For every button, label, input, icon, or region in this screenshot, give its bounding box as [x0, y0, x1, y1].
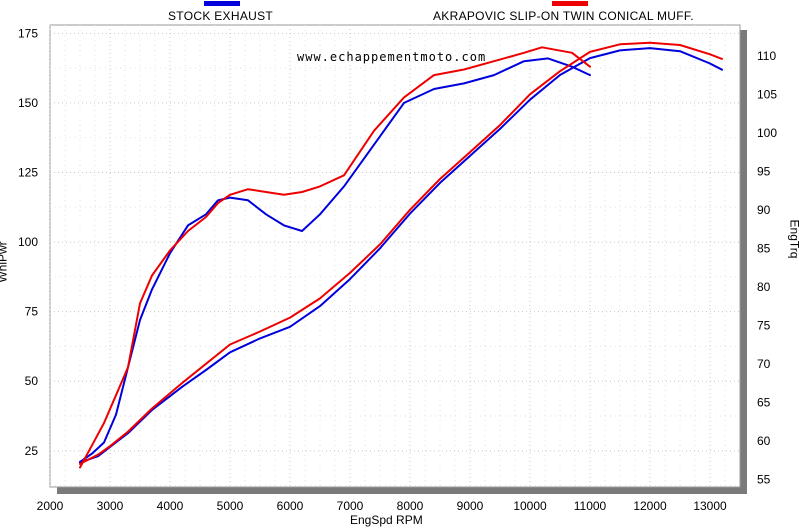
- x-tick-label: 5000: [217, 499, 244, 513]
- y-right-tick-label: 95: [757, 164, 771, 178]
- y-right-tick-label: 65: [757, 395, 771, 409]
- legend-label-stock: STOCK EXHAUST: [168, 9, 274, 23]
- y-right-tick-label: 75: [757, 318, 771, 332]
- series-line-stock-power: [79, 57, 591, 463]
- watermark: www.echappementmoto.com: [297, 50, 487, 64]
- x-tick-label: 13000: [693, 499, 727, 513]
- x-axis-title: EngSpd RPM: [350, 513, 423, 527]
- x-tick-label: 11000: [574, 499, 607, 513]
- series-line-stock-torque: [79, 47, 723, 464]
- y-right-tick-label: 85: [757, 241, 771, 255]
- x-tick-label: 8000: [397, 499, 424, 513]
- x-tick-label: 4000: [157, 499, 184, 513]
- y-left-tick-label: 25: [25, 444, 39, 458]
- y-axis-right-title: EngTrq: [787, 219, 799, 259]
- legend-label-akrapovic: AKRAPOVIC SLIP-ON TWIN CONICAL MUFF.: [433, 9, 694, 23]
- y-left-tick-label: 50: [25, 374, 39, 388]
- x-tick-label: 3000: [97, 499, 124, 513]
- y-right-tick-label: 105: [757, 87, 777, 101]
- y-right-tick-label: 55: [757, 472, 771, 486]
- x-tick-label: 10000: [513, 499, 547, 513]
- x-tick-label: 2000: [37, 499, 64, 513]
- x-tick-label: 12000: [633, 499, 667, 513]
- series-line-akrapovic-power: [79, 46, 591, 469]
- y-right-tick-label: 90: [757, 203, 771, 217]
- frame-shadow-bottom: [57, 487, 747, 494]
- x-tick-label: 7000: [337, 499, 364, 513]
- y-left-tick-label: 75: [25, 305, 39, 319]
- y-right-tick-label: 100: [757, 126, 777, 140]
- y-right-tick-label: 80: [757, 280, 771, 294]
- legend-swatch-akrapovic: [552, 1, 588, 6]
- legend-swatch-stock: [204, 1, 240, 6]
- y-right-tick-label: 60: [757, 434, 771, 448]
- y-left-tick-label: 175: [18, 26, 38, 40]
- y-right-tick-label: 70: [757, 357, 771, 371]
- x-tick-label: 6000: [277, 499, 304, 513]
- y-left-tick-label: 125: [18, 166, 38, 180]
- frame-shadow-right: [740, 30, 747, 493]
- series-line-akrapovic-torque: [79, 41, 723, 465]
- y-left-tick-label: 150: [18, 96, 38, 110]
- y-right-tick-label: 110: [757, 49, 776, 63]
- y-axis-left-title: WhlPwr: [0, 241, 10, 283]
- x-tick-label: 9000: [457, 499, 484, 513]
- y-left-tick-label: 100: [18, 235, 38, 249]
